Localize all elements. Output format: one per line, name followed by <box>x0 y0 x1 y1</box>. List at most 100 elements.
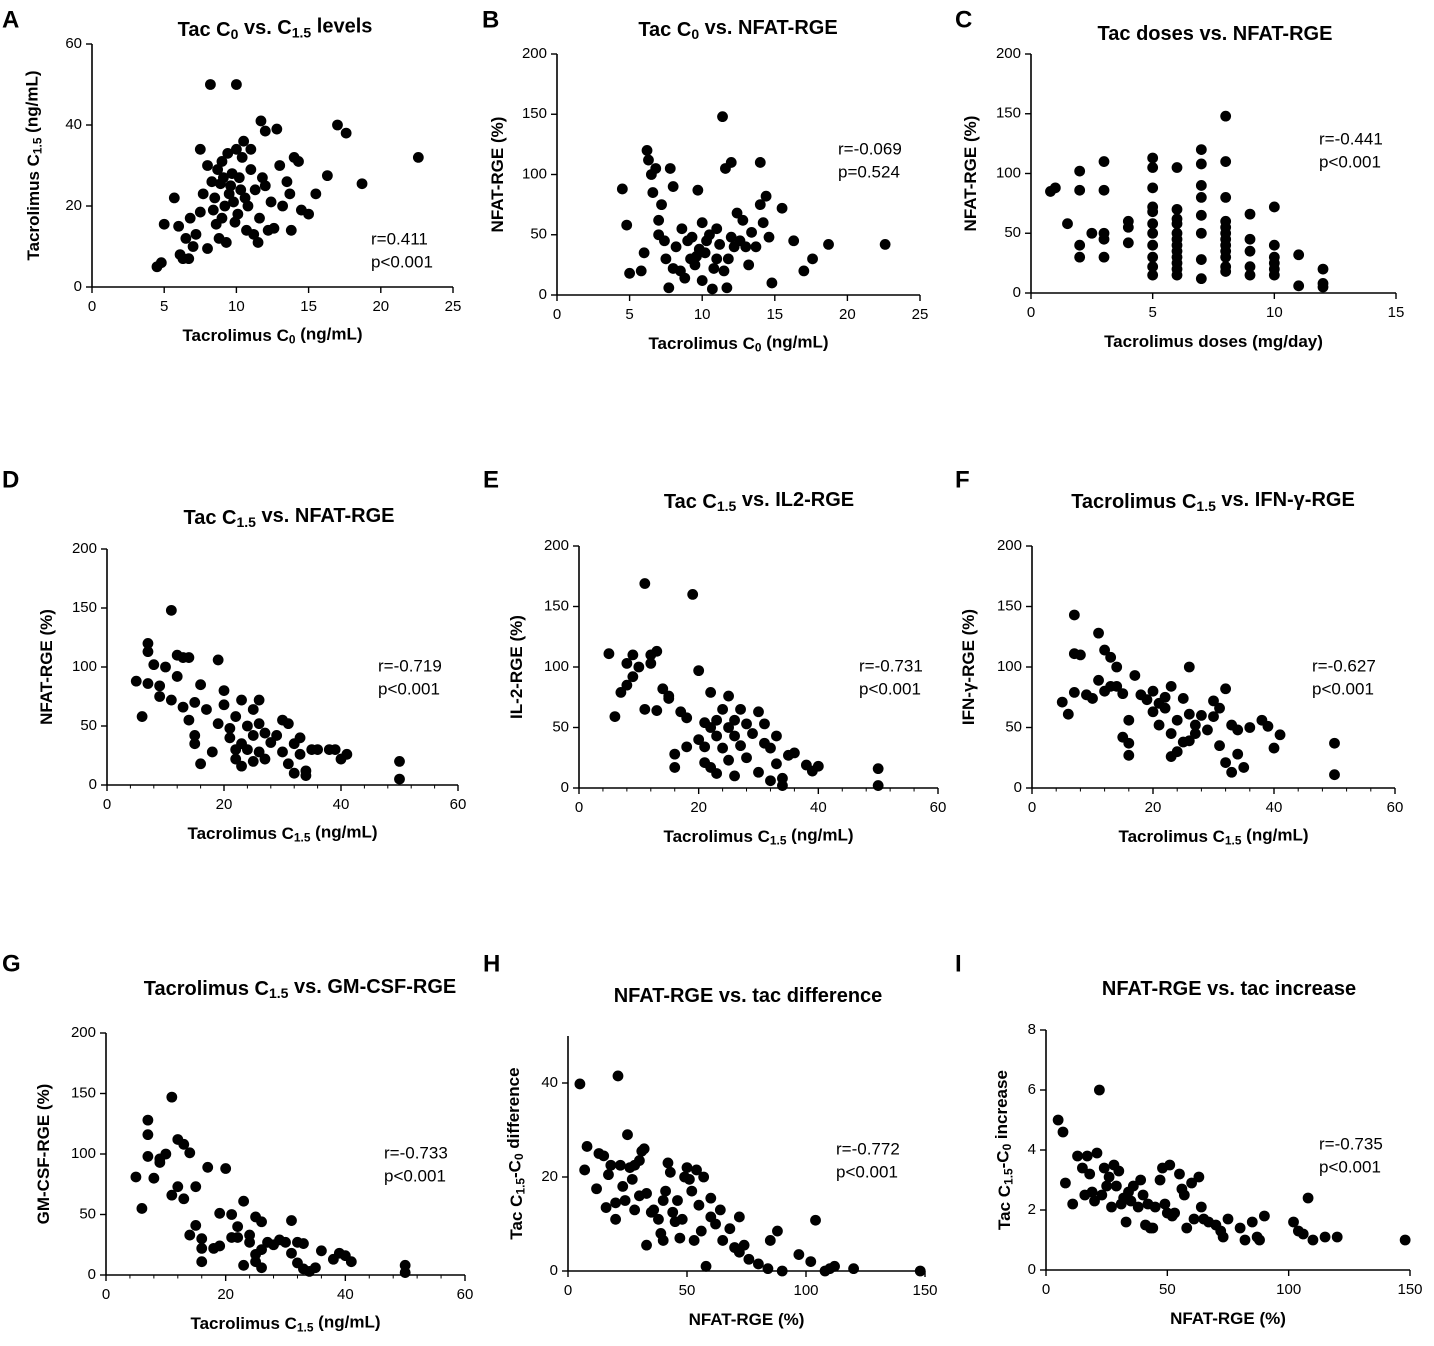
data-point <box>166 1189 178 1201</box>
data-point <box>714 1204 726 1216</box>
data-point <box>1098 156 1110 167</box>
data-point <box>653 1213 664 1225</box>
data-point <box>1188 1213 1200 1225</box>
data-point <box>1317 263 1329 275</box>
x-tick-label: 15 <box>1388 304 1405 321</box>
x-tick-label: 0 <box>553 306 561 323</box>
data-point <box>277 746 288 758</box>
data-point <box>669 762 681 773</box>
data-point <box>872 763 884 775</box>
y-tick-label: 0 <box>1013 284 1021 301</box>
data-point <box>1238 762 1250 773</box>
y-tick-label: 200 <box>522 45 547 62</box>
correlation-r: r=-0.069 <box>838 139 902 158</box>
data-point <box>190 1219 202 1231</box>
data-point <box>223 188 235 200</box>
data-point <box>1074 239 1086 251</box>
data-point <box>1181 1222 1193 1234</box>
panel-letter: B <box>482 6 499 33</box>
data-point <box>256 1216 267 1228</box>
data-point <box>1147 269 1159 281</box>
data-point <box>1220 266 1232 277</box>
data-point <box>142 678 154 689</box>
data-point <box>765 742 776 754</box>
y-tick-label: 0 <box>88 1266 96 1283</box>
data-point <box>708 263 720 274</box>
data-point <box>698 1171 710 1183</box>
data-point <box>1183 708 1195 720</box>
data-point <box>1189 719 1201 731</box>
data-point <box>681 712 693 724</box>
x-tick-label: 40 <box>333 796 350 813</box>
data-point <box>626 1173 638 1185</box>
data-point <box>259 727 271 739</box>
data-point <box>1302 1192 1314 1204</box>
data-point <box>705 722 717 733</box>
y-tick-label: 200 <box>544 537 569 554</box>
data-point <box>667 1206 679 1218</box>
data-point <box>653 214 665 226</box>
panel-letter: I <box>955 950 962 977</box>
data-point <box>187 241 199 252</box>
data-point <box>754 157 766 168</box>
y-tick-label: 50 <box>1005 718 1022 735</box>
data-point <box>746 226 757 238</box>
data-point <box>136 711 148 722</box>
data-point <box>848 1263 859 1275</box>
x-tick-label: 50 <box>1159 1281 1176 1298</box>
data-point <box>695 1225 707 1237</box>
data-point <box>282 718 294 730</box>
y-tick-label: 2 <box>1028 1201 1036 1218</box>
data-point <box>1195 1201 1207 1213</box>
x-tick-label: 100 <box>793 1282 818 1299</box>
data-point <box>1147 261 1159 273</box>
data-point <box>656 199 667 211</box>
data-point <box>238 1259 250 1271</box>
data-point <box>754 199 766 211</box>
data-point <box>201 704 212 715</box>
data-point <box>807 253 818 265</box>
data-point <box>1220 156 1232 167</box>
x-tick-label: 20 <box>216 796 233 813</box>
data-point <box>693 665 705 677</box>
data-point <box>1178 1189 1190 1201</box>
data-point <box>1159 691 1171 703</box>
data-point <box>1068 609 1080 621</box>
data-point <box>1098 251 1110 263</box>
data-point <box>1093 674 1104 686</box>
data-point <box>1106 1201 1117 1213</box>
data-point <box>693 1199 705 1211</box>
correlation-r: r=-0.772 <box>836 1139 900 1158</box>
correlation-p: p<0.001 <box>1319 152 1381 171</box>
data-point <box>340 127 352 139</box>
data-point <box>1159 1198 1171 1210</box>
data-point <box>717 1235 729 1246</box>
data-point <box>293 156 304 167</box>
data-point <box>341 748 353 760</box>
data-point <box>1123 737 1135 749</box>
data-point <box>764 1235 776 1246</box>
data-point <box>609 711 621 723</box>
data-point <box>598 1150 610 1162</box>
data-point <box>1183 735 1195 747</box>
data-point <box>216 156 228 167</box>
data-point <box>1288 1216 1299 1228</box>
data-points <box>574 1070 926 1277</box>
data-point <box>1137 1189 1149 1201</box>
data-point <box>741 718 752 730</box>
data-point <box>688 1235 700 1246</box>
data-point <box>245 143 257 155</box>
data-points <box>130 1091 411 1278</box>
data-point <box>1074 184 1086 196</box>
chart-title: Tacrolimus C1.5 vs. IFN-γ-RGE <box>1071 489 1355 513</box>
data-point <box>699 247 711 259</box>
data-point <box>1208 711 1219 723</box>
data-point <box>777 780 788 791</box>
data-point <box>1174 1168 1185 1180</box>
chart-title: Tac doses vs. NFAT-RGE <box>1098 23 1333 45</box>
data-point <box>298 1238 309 1249</box>
x-tick-label: 0 <box>564 1282 572 1299</box>
data-point <box>691 1164 702 1176</box>
x-tick-label: 0 <box>103 796 111 813</box>
